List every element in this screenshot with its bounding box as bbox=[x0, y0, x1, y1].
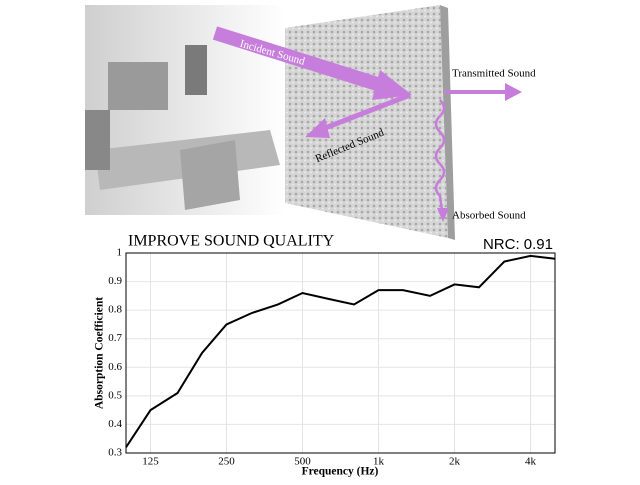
x-tick-label: 500 bbox=[294, 456, 311, 468]
x-tick-label: 4k bbox=[525, 456, 537, 468]
nrc-annotation: NRC: 0.91 bbox=[483, 236, 553, 253]
data-line bbox=[125, 254, 556, 448]
y-tick-label: 0.3 bbox=[108, 447, 122, 459]
y-tick-label: 0.5 bbox=[108, 389, 122, 401]
studio-illustration bbox=[85, 5, 285, 215]
transmitted-label: Transmitted Sound bbox=[452, 68, 536, 80]
x-tick-label: 250 bbox=[218, 456, 235, 468]
y-tick-label: 0.6 bbox=[108, 361, 122, 373]
y-tick-label: 0.9 bbox=[108, 275, 122, 287]
x-tick-label: 2k bbox=[449, 456, 461, 468]
sound-arrows bbox=[212, 26, 522, 222]
y-tick-label: 0.8 bbox=[108, 304, 122, 316]
acoustic-panel bbox=[285, 5, 455, 240]
y-tick-label: 0.4 bbox=[108, 418, 122, 430]
y-tick-label: 1 bbox=[117, 247, 123, 259]
absorbed-label: Absorbed Sound bbox=[452, 210, 526, 222]
x-tick-label: 1k bbox=[373, 456, 385, 468]
y-tick-label: 0.7 bbox=[108, 332, 122, 344]
x-tick-label: 125 bbox=[142, 456, 159, 468]
y-axis-label: Absorption Coefficient bbox=[94, 297, 106, 409]
x-axis-label: Frequency (Hz) bbox=[302, 466, 379, 478]
chart: IMPROVE SOUND QUALITY NRC: 0.91 Frequenc… bbox=[94, 233, 556, 478]
plot-frame bbox=[125, 252, 556, 454]
chart-title: IMPROVE SOUND QUALITY bbox=[128, 233, 335, 250]
